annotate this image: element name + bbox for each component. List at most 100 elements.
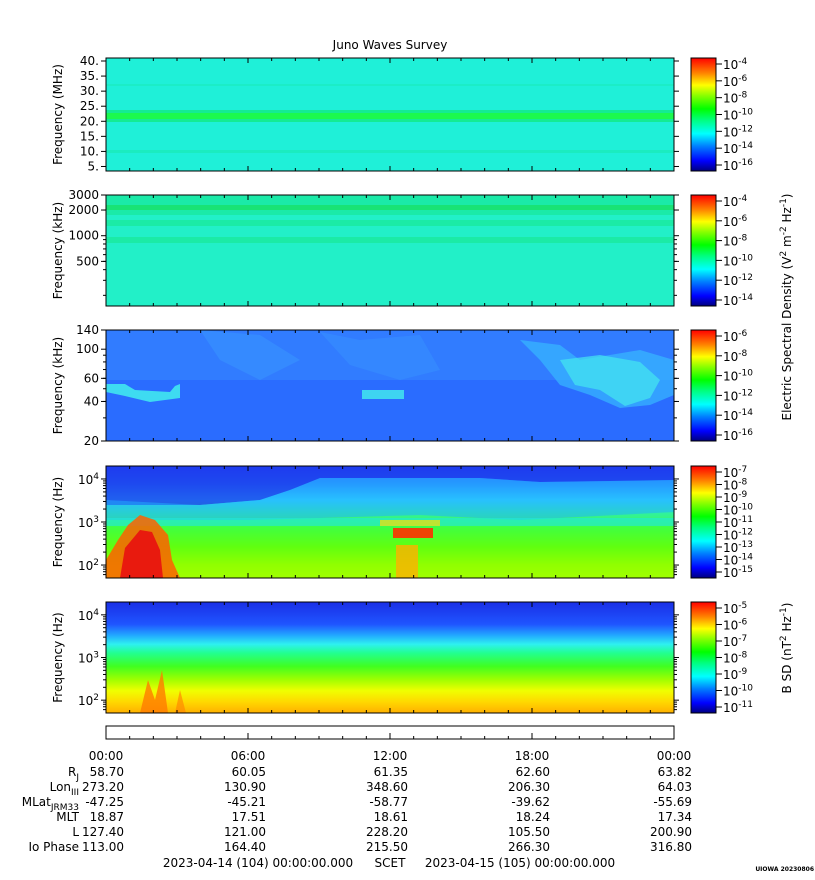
- ephemeris-value: 62.60: [516, 765, 550, 779]
- panel-ylabel: Frequency (Hz): [51, 477, 65, 568]
- colorbar-label: 10-10: [723, 684, 753, 699]
- ephemeris-label: L: [72, 825, 79, 839]
- ephemeris-label: RJ: [68, 765, 79, 783]
- ytick-label: 40: [84, 394, 99, 408]
- ephemeris-value: 121.00: [224, 825, 266, 839]
- colorbar-label: 10-14: [723, 408, 753, 423]
- ephemeris-value: 60.05: [232, 765, 266, 779]
- ytick-label: 500: [76, 254, 99, 268]
- ytick-label: 3000: [68, 188, 99, 202]
- ephemeris-label: Io Phase: [28, 840, 79, 854]
- colorbar-label: 10-6: [723, 618, 748, 633]
- colorbar-label: 10-9: [723, 490, 748, 505]
- ephemeris-value: 18.61: [374, 810, 408, 824]
- ytick-label: 104: [78, 472, 99, 487]
- panel-ylabel: Frequency (Hz): [51, 612, 65, 703]
- colorbar-label: 10-12: [723, 124, 753, 139]
- panel-5-spectrogram: [105, 601, 675, 714]
- ephemeris-value: 130.90: [224, 780, 266, 794]
- panel-4-spectrogram: [105, 465, 675, 579]
- ephemeris-value: -47.25: [85, 795, 124, 809]
- ephemeris-value: 316.80: [650, 840, 692, 854]
- ephemeris-value: 61.35: [374, 765, 408, 779]
- ephemeris-value: 105.50: [508, 825, 550, 839]
- ephemeris-label: LonIII: [50, 780, 79, 798]
- colorbar-label: 10-14: [723, 553, 753, 568]
- ytick-label: 103: [78, 515, 99, 530]
- ephemeris-value: 127.40: [82, 825, 124, 839]
- colorbar-label: 10-8: [723, 651, 748, 666]
- ytick-label: 104: [78, 608, 99, 623]
- colorbar-label: 10-15: [723, 565, 753, 580]
- colorbar-label: 10-10: [723, 108, 753, 123]
- ephemeris-value: 266.30: [508, 840, 550, 854]
- panel-3-spectrogram: [105, 329, 675, 442]
- colorbar-label: 10-8: [723, 234, 748, 249]
- ytick-label: 30.: [80, 84, 99, 98]
- start-time: 2023-04-14 (104) 00:00:00.000: [163, 856, 353, 870]
- ephemeris-value: -58.77: [369, 795, 408, 809]
- ephemeris-label: MLatJRM33: [22, 795, 79, 813]
- magnetic-colorbar-title: B SD (nT2 Hz-1): [779, 603, 794, 694]
- ytick-label: 103: [78, 651, 99, 666]
- colorbar-label: 10-6: [723, 214, 748, 229]
- time-tick-label: 12:00: [373, 749, 408, 763]
- colorbar-label: 10-12: [723, 388, 753, 403]
- time-tick-label: 00:00: [657, 749, 692, 763]
- ytick-label: 100: [76, 342, 99, 356]
- colorbar-label: 10-9: [723, 667, 748, 682]
- panel-ylabel: Frequency (kHz): [51, 202, 65, 299]
- colorbar-label: 10-13: [723, 540, 753, 555]
- ytick-label: 20.: [80, 114, 99, 128]
- colorbar-label: 10-11: [723, 515, 753, 530]
- panel-1-spectrogram: [105, 57, 675, 172]
- colorbar-4: [690, 465, 717, 579]
- colorbar-label: 10-7: [723, 634, 747, 649]
- colorbar-1: [690, 57, 717, 172]
- colorbar-label: 10-12: [723, 273, 753, 288]
- ytick-label: 5.: [88, 159, 99, 173]
- ytick-label: 35.: [80, 69, 99, 83]
- ytick-label: 140: [76, 323, 99, 337]
- colorbar-label: 10-12: [723, 528, 753, 543]
- colorbar-label: 10-4: [723, 194, 748, 209]
- ephemeris-value: 64.03: [658, 780, 692, 794]
- ephemeris-value: 58.70: [90, 765, 124, 779]
- ephemeris-value: 17.51: [232, 810, 266, 824]
- colorbar-label: 10-14: [723, 141, 753, 156]
- colorbar-label: 10-6: [723, 74, 748, 89]
- ephemeris-value: 228.20: [366, 825, 408, 839]
- ephemeris-value: 215.50: [366, 840, 408, 854]
- ephemeris-value: 18.87: [90, 810, 124, 824]
- ytick-label: 20: [84, 434, 99, 448]
- colorbar-label: 10-14: [723, 293, 753, 308]
- colorbar-label: 10-10: [723, 253, 753, 268]
- colorbar-label: 10-8: [723, 349, 748, 364]
- panel-ylabel: Frequency (kHz): [51, 337, 65, 434]
- ephemeris-value: 113.00: [82, 840, 124, 854]
- colorbar-2: [690, 194, 717, 307]
- colorbar-label: 10-10: [723, 369, 753, 384]
- colorbar-label: 10-16: [723, 428, 753, 443]
- ephemeris-value: 273.20: [82, 780, 124, 794]
- colorbar-label: 10-5: [723, 601, 747, 616]
- ephemeris-value: -55.69: [653, 795, 692, 809]
- footer-mark: UIOWA 20230806: [755, 866, 814, 873]
- time-tick-label: 00:00: [89, 749, 124, 763]
- end-time: 2023-04-15 (105) 00:00:00.000: [425, 856, 615, 870]
- colorbar-label: 10-7: [723, 465, 747, 480]
- ytick-label: 2000: [68, 203, 99, 217]
- ephemeris-value: -39.62: [511, 795, 550, 809]
- panel-2-spectrogram: [105, 194, 675, 307]
- ytick-label: 102: [78, 558, 99, 573]
- panel-ylabel: Frequency (MHz): [51, 64, 65, 165]
- ytick-label: 25.: [80, 99, 99, 113]
- ephemeris-value: 348.60: [366, 780, 408, 794]
- colorbar-label: 10-11: [723, 700, 753, 715]
- colorbar-5: [690, 601, 717, 714]
- colorbar-3: [690, 329, 717, 442]
- colorbar-label: 10-6: [723, 329, 748, 344]
- ephemeris-value: 17.34: [658, 810, 692, 824]
- ytick-label: 60: [84, 371, 99, 385]
